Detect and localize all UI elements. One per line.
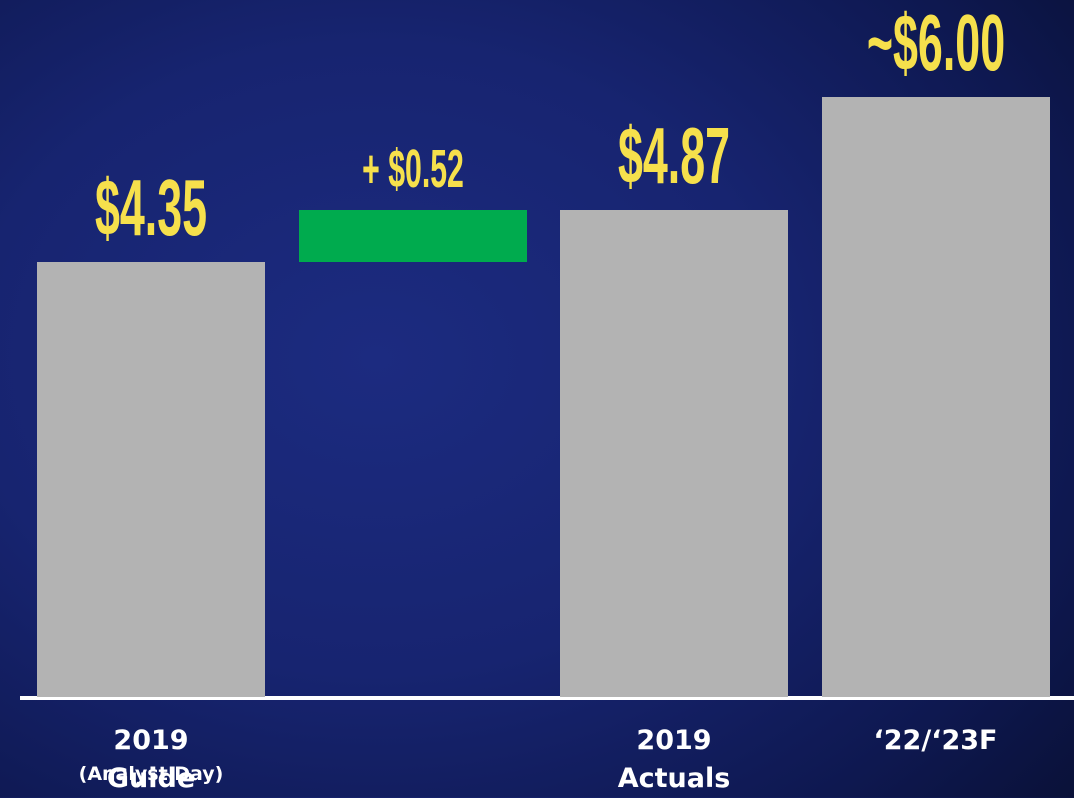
value-label: + $0.52	[361, 139, 464, 199]
category-label: ‘22/‘23F	[873, 725, 998, 756]
bar	[298, 210, 527, 262]
category-label: 2019 Guide	[106, 725, 196, 794]
bar	[560, 210, 788, 697]
value-label: $4.35	[94, 163, 208, 252]
bar	[821, 97, 1050, 697]
baseline	[20, 696, 1074, 700]
category-sublabel: (Analyst Day)	[78, 763, 224, 785]
value-label: ~$6.00	[866, 0, 1005, 87]
value-label: $4.87	[617, 111, 731, 200]
bar	[37, 262, 265, 697]
category-label: 2019 Actuals	[617, 725, 731, 794]
